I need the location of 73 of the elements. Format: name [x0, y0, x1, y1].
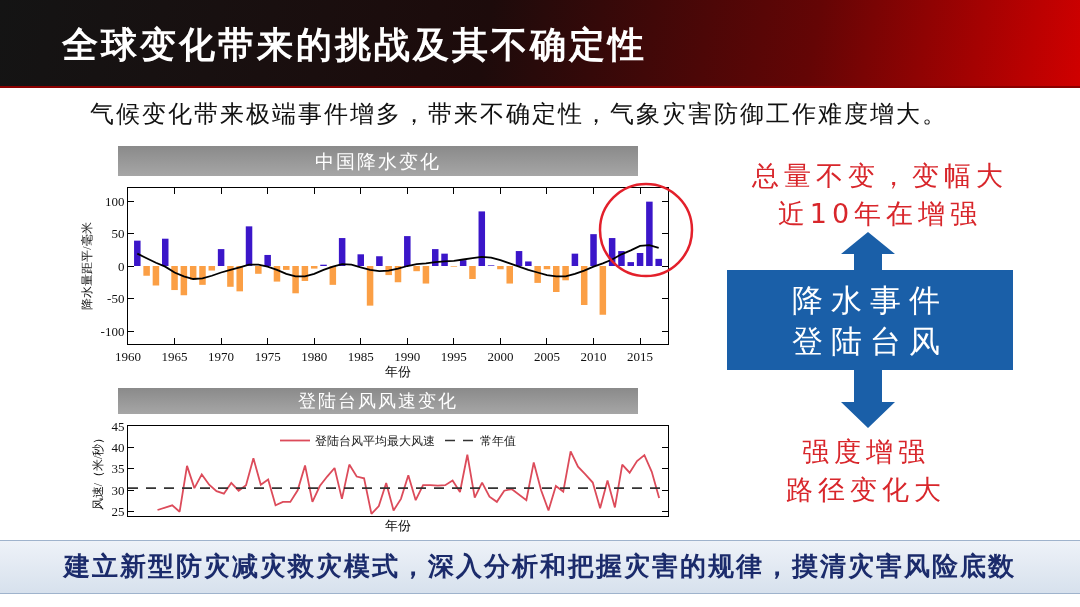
x-tick-label: 2010: [580, 348, 607, 364]
text: 总量不变，变幅大: [752, 159, 1008, 193]
text: 近10年在增强: [777, 197, 983, 231]
y-tick-label: 30: [111, 482, 125, 498]
bar: [134, 240, 141, 266]
bar: [283, 266, 290, 270]
bar: [292, 266, 299, 294]
text: 降水事件: [792, 281, 948, 320]
text: 登陆台风: [792, 322, 948, 361]
legend-label: 登陆台风平均最大风速: [315, 434, 435, 449]
y-tick-label: -50: [107, 291, 125, 307]
text: 路径变化大: [786, 473, 946, 507]
text: 全球变化带来的挑战及其不确定性: [62, 24, 647, 66]
bar: [143, 266, 150, 276]
y-tick-label: 45: [111, 418, 125, 434]
y-tick-label: 0: [117, 258, 125, 274]
bar: [357, 254, 365, 266]
chart-title: 登陆台风风速变化: [298, 390, 458, 412]
y-axis-title: 风速/（米/秒）: [90, 431, 105, 511]
bar: [199, 266, 206, 285]
legend-label: 常年值: [480, 434, 516, 449]
line-series: [156, 450, 661, 515]
x-tick-label: 2000: [487, 348, 514, 364]
text: 气候变化带来极端事件增多，带来不确定性，气象灾害防御工作难度增大。: [90, 100, 948, 129]
bar: [515, 251, 523, 266]
bar: [217, 249, 225, 266]
bar: [646, 201, 653, 266]
y-tick-label: 35: [111, 461, 125, 477]
bar: [506, 266, 513, 284]
x-tick-label: 1990: [394, 348, 421, 364]
y-axis-title: 降水量距平/毫米: [79, 222, 94, 310]
line-series: [136, 244, 660, 280]
bar: [525, 261, 532, 266]
x-tick-label: 1995: [440, 348, 467, 364]
bar: [236, 266, 243, 292]
y-tick-label: 25: [111, 504, 125, 520]
bar: [590, 234, 597, 266]
text: 建立新型防灾减灾救灾模式，深入分析和把握灾害的规律，摸清灾害风险底数: [64, 549, 1016, 583]
x-tick-label: 1960: [115, 348, 141, 364]
bar: [208, 266, 216, 271]
bar: [152, 266, 160, 286]
bar: [255, 266, 262, 274]
bar: [422, 266, 430, 284]
bar: [655, 258, 662, 266]
y-tick-label: 40: [111, 439, 125, 455]
chart-title: 中国降水变化: [315, 149, 441, 172]
bar: [227, 266, 234, 287]
bar: [553, 266, 560, 292]
bar: [161, 238, 169, 266]
bar: [171, 266, 178, 291]
bar: [627, 262, 635, 266]
x-tick-label: 2015: [627, 348, 654, 364]
x-tick-label: 1980: [301, 348, 328, 364]
bar: [404, 236, 411, 266]
bar: [413, 266, 420, 272]
bar: [310, 266, 318, 269]
x-axis-title: 年份: [385, 517, 411, 533]
bar: [599, 266, 607, 315]
y-tick-label: 100: [104, 193, 125, 209]
x-tick-label: 2005: [533, 348, 560, 364]
x-axis-title: 年份: [385, 364, 411, 380]
x-tick-label: 1975: [254, 348, 281, 364]
x-tick-label: 1965: [161, 348, 188, 364]
x-tick-label: 1985: [347, 348, 374, 364]
x-tick-label: 1970: [208, 348, 235, 364]
bar: [636, 253, 644, 266]
text: 强度增强: [802, 435, 930, 469]
bar: [264, 254, 271, 266]
bar: [469, 266, 476, 279]
bar: [376, 256, 383, 266]
y-tick-label: -100: [100, 323, 125, 339]
y-tick-label: 50: [111, 226, 125, 242]
bar: [497, 266, 504, 270]
